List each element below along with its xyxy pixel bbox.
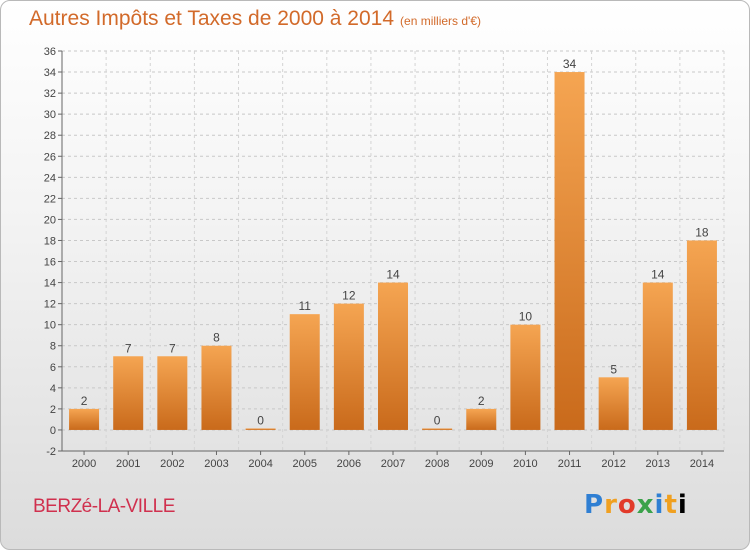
data-labels: 2 7 7 8 0 11 12 14 0 2 10 34 5 14 18 (81, 57, 709, 427)
x-tick-label: 2007 (381, 458, 405, 470)
data-label: 14 (386, 268, 400, 282)
data-label: 10 (519, 310, 533, 324)
x-tick-label: 2003 (204, 458, 228, 470)
x-tick-label: 2004 (248, 458, 272, 470)
bar (642, 282, 673, 430)
bar (510, 324, 541, 430)
y-tick-label: 6 (50, 362, 56, 374)
data-label: 8 (213, 331, 220, 345)
x-tick-label: 2012 (601, 458, 625, 470)
y-tick-label: 2 (50, 404, 56, 416)
bar (686, 240, 717, 430)
x-tick-label: 2014 (690, 458, 714, 470)
chart-title: Autres Impôts et Taxes de 2000 à 2014 (en… (29, 7, 481, 31)
logo-letter: i (654, 490, 665, 520)
y-tick-label: -2 (46, 446, 56, 458)
bar (289, 314, 320, 430)
y-tick-label: 0 (50, 425, 56, 437)
x-tick-label: 2000 (72, 458, 96, 470)
bar (377, 282, 409, 430)
data-label: 14 (651, 268, 665, 282)
logo-letter: P (584, 490, 605, 520)
y-tick-label: 8 (50, 341, 56, 353)
y-tick-label: 12 (44, 299, 56, 311)
bar (598, 377, 629, 430)
x-tick-label: 2013 (646, 458, 670, 470)
bar (333, 303, 364, 430)
data-label: 11 (298, 299, 311, 313)
y-tick-label: 14 (44, 278, 56, 290)
bar (466, 408, 497, 430)
data-label: 18 (695, 225, 709, 239)
bar (554, 72, 585, 430)
logo-letter: t (664, 490, 678, 520)
data-label: 34 (563, 57, 577, 71)
y-tick-label: 4 (50, 383, 56, 395)
y-tick-label: 32 (44, 88, 56, 100)
logo-letter: o (617, 490, 637, 520)
x-tick-label: 2010 (513, 458, 537, 470)
data-label: 5 (610, 362, 617, 376)
x-tick-label: 2002 (160, 458, 184, 470)
bar (422, 428, 453, 430)
x-tick-label: 2006 (337, 458, 361, 470)
data-label: 0 (257, 413, 264, 427)
bar (113, 356, 144, 430)
y-tick-label: 20 (44, 214, 56, 226)
y-tick-label: 36 (44, 46, 56, 58)
y-tick-label: 24 (44, 172, 56, 184)
data-label: 7 (125, 341, 132, 355)
y-tick-label: 26 (44, 151, 56, 163)
x-tick-label: 2008 (425, 458, 449, 470)
data-label: 0 (434, 413, 441, 427)
x-tick-label: 2001 (116, 458, 140, 470)
bar (69, 408, 100, 430)
data-label: 2 (478, 394, 485, 408)
x-tick-label: 2009 (469, 458, 493, 470)
y-tick-label: 10 (44, 320, 56, 332)
bars (69, 72, 717, 430)
bar (245, 428, 276, 430)
chart-title-text: Autres Impôts et Taxes de 2000 à 2014 (29, 7, 395, 30)
proxiti-logo: Proxiti (584, 490, 688, 520)
bar (157, 356, 188, 430)
y-tick-label: 22 (44, 193, 56, 205)
data-label: 2 (81, 394, 88, 408)
place-name: BERZé-LA-VILLE (33, 496, 175, 517)
y-tick-label: 30 (44, 109, 56, 121)
logo-letter: x (636, 490, 655, 520)
x-tick-label: 2005 (292, 458, 316, 470)
data-label: 7 (169, 341, 176, 355)
y-tick-label: 28 (44, 130, 56, 142)
bar (201, 345, 232, 430)
x-tick-label: 2011 (558, 458, 582, 470)
y-tick-label: 18 (44, 235, 56, 247)
logo-letter: i (677, 490, 688, 520)
chart-unit: (en milliers d'€) (400, 14, 482, 28)
logo-letter: r (604, 490, 618, 520)
y-tick-label: 16 (44, 257, 56, 269)
y-tick-label: 34 (44, 67, 56, 79)
data-label: 12 (342, 289, 356, 303)
